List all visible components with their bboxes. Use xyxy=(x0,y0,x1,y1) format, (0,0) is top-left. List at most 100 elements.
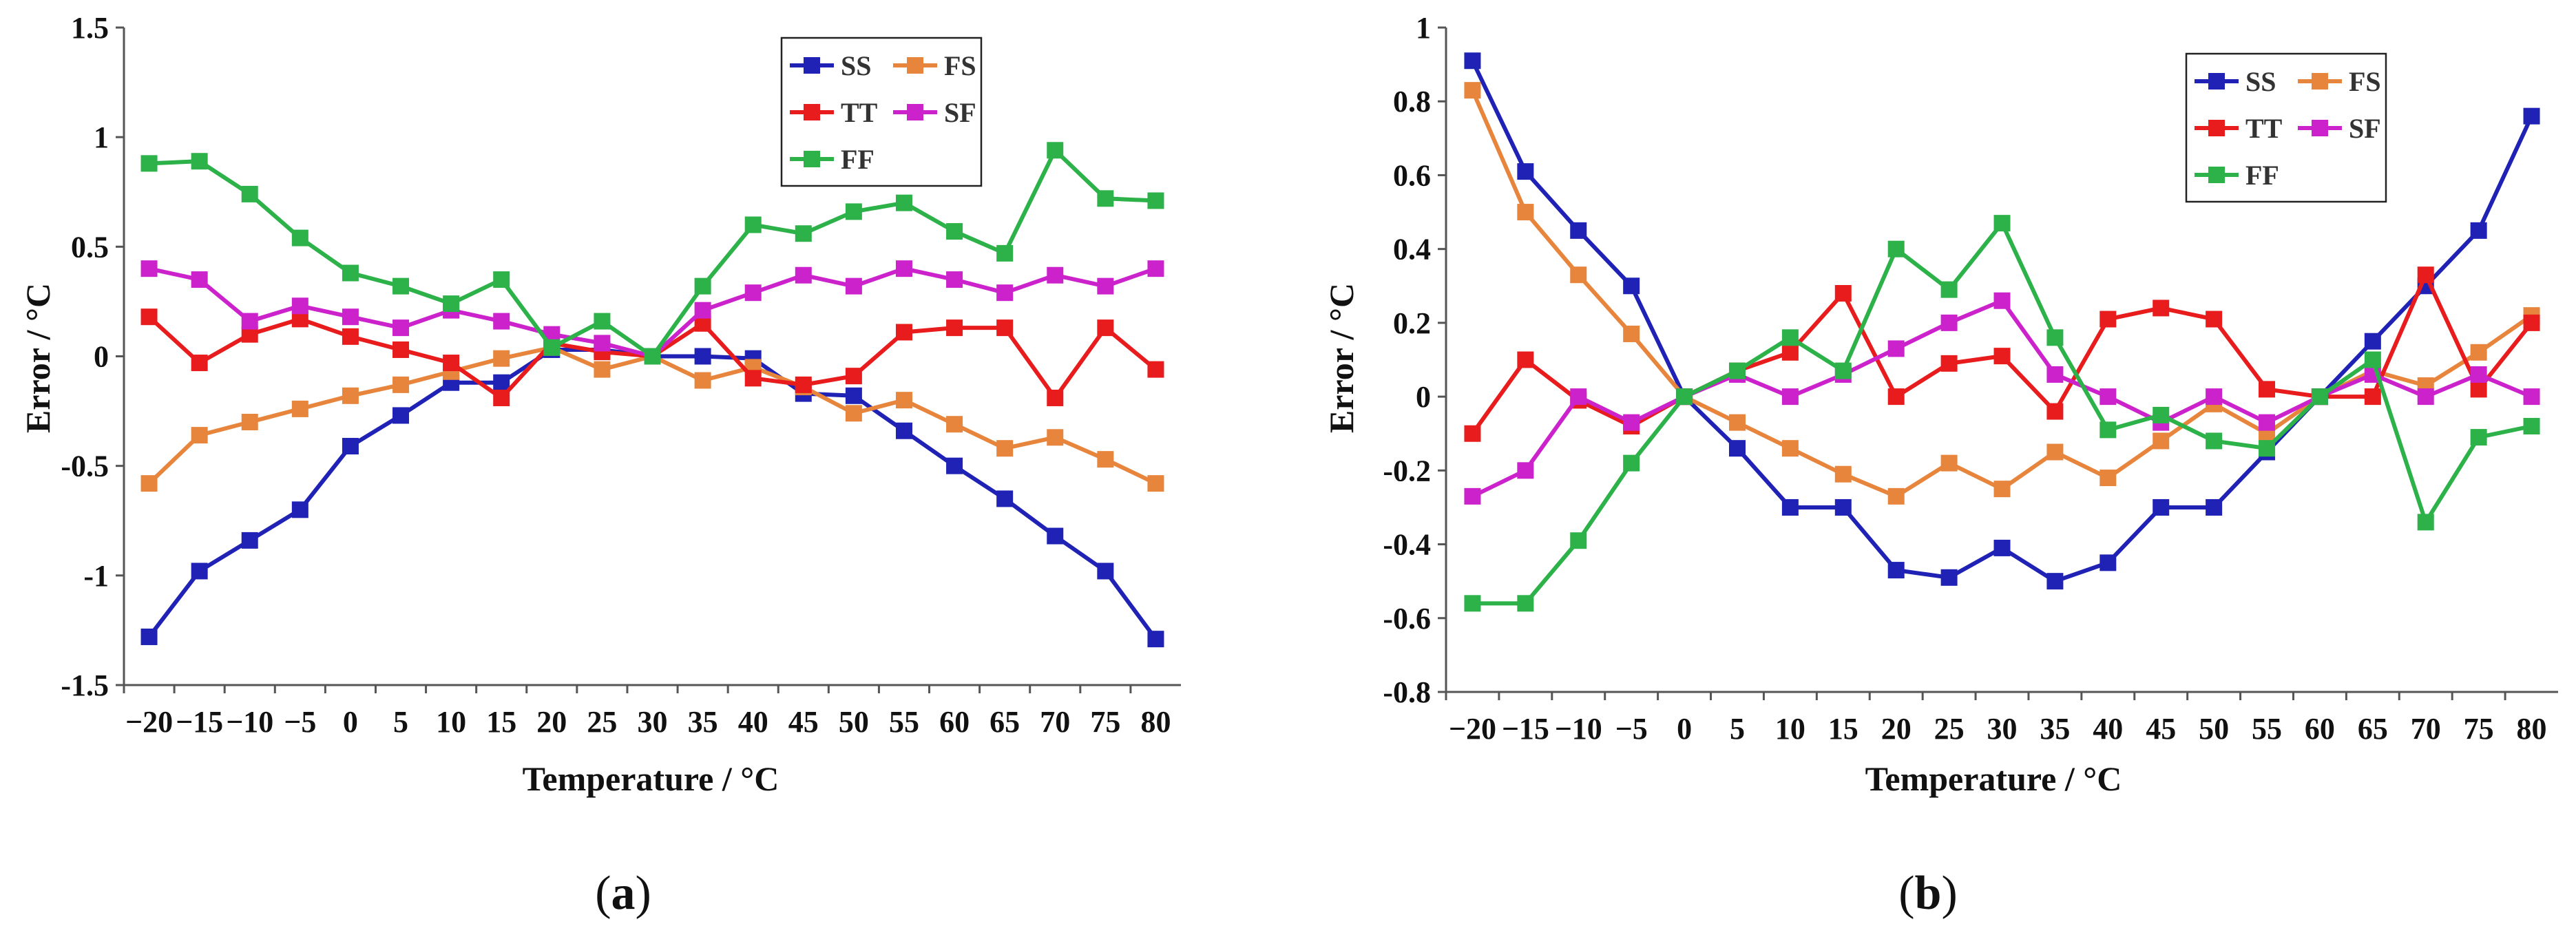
data-point-tt xyxy=(2417,266,2434,284)
x-tick-label: 45 xyxy=(2146,712,2176,746)
data-point-fs xyxy=(845,405,862,422)
data-point-fs xyxy=(1147,475,1164,492)
data-point-fs xyxy=(241,414,258,430)
legend-item-fs: FS xyxy=(2298,66,2381,97)
series-tt xyxy=(1464,266,2540,442)
legend-label: FS xyxy=(2349,66,2381,97)
data-point-fs xyxy=(1464,82,1481,99)
data-point-ss xyxy=(1728,440,1746,457)
data-point-sf xyxy=(996,284,1014,302)
y-tick-label: -0.5 xyxy=(61,450,109,483)
legend-item-fs: FS xyxy=(893,50,976,81)
data-point-tt xyxy=(845,368,862,385)
data-point-tt xyxy=(2099,311,2117,328)
data-point-ss xyxy=(1047,527,1064,545)
data-point-sf xyxy=(795,266,812,284)
data-point-ff xyxy=(392,277,410,295)
data-point-sf xyxy=(1097,277,1114,295)
x-tick-label: 5 xyxy=(1730,712,1745,746)
x-tick-label: 30 xyxy=(1987,712,2018,746)
x-tick-label: 5 xyxy=(393,705,408,739)
data-point-ss xyxy=(2046,573,2064,590)
data-point-sf xyxy=(2417,388,2434,406)
data-point-ss xyxy=(291,501,308,518)
data-point-sf xyxy=(2470,366,2487,383)
data-point-ff xyxy=(1147,192,1164,209)
data-point-fs xyxy=(1728,414,1746,431)
data-point-fs xyxy=(1097,451,1114,468)
legend-label: TT xyxy=(841,97,878,128)
data-point-ff xyxy=(946,223,963,240)
data-point-fs xyxy=(2046,443,2064,461)
data-point-sf xyxy=(1993,292,2011,309)
data-point-ff xyxy=(443,295,460,313)
data-point-ss xyxy=(493,374,510,391)
data-point-ff xyxy=(795,225,812,242)
data-point-fs xyxy=(392,376,410,393)
data-point-ff xyxy=(493,271,510,288)
data-point-fs xyxy=(694,372,711,389)
series-ff xyxy=(140,142,1164,365)
data-point-ff xyxy=(1097,190,1114,207)
x-tick-label: 80 xyxy=(2517,712,2547,746)
data-point-ff xyxy=(2364,351,2381,368)
plot-layer-a: -1.5 -1 -0.5 0 0.5 1 1.5 −20 −15 −10 −5 0 5 10 15 20 25 3… xyxy=(61,11,1181,739)
y-tick-label: 1 xyxy=(94,120,109,154)
data-point-sf xyxy=(1781,388,1799,406)
chart-panel-b: -0.8 -0.6 -0.4 -0.2 0 0.2 0.4 0.6 0.8 1 −20 −15 −10−… xyxy=(1312,0,2576,920)
data-point-ss xyxy=(1464,52,1481,70)
data-point-ss xyxy=(2523,107,2540,125)
legend-label: SF xyxy=(2349,113,2381,144)
data-point-sf xyxy=(845,277,862,295)
panel-label-b: (b) xyxy=(1898,867,1958,920)
chart-area-a xyxy=(0,0,1195,816)
y-tick-label: -0.2 xyxy=(1383,454,1431,487)
y-tick-label: -1 xyxy=(83,559,109,593)
x-tick-label: 25 xyxy=(1934,712,1965,746)
data-point-tt xyxy=(1517,351,1534,368)
data-point-ff xyxy=(191,153,208,170)
x-tick-label: 50 xyxy=(839,705,869,739)
data-point-fs xyxy=(1047,429,1064,446)
y-axis-title-b: Error / °C xyxy=(1322,283,1361,433)
data-point-ss xyxy=(1570,222,1587,239)
series-ff xyxy=(1464,215,2540,612)
x-tick-label: 70 xyxy=(2411,712,2441,746)
data-point-ff xyxy=(1623,454,1640,472)
data-point-sf xyxy=(191,271,208,288)
data-point-sf xyxy=(744,284,762,302)
data-point-sf xyxy=(140,260,158,277)
data-point-ff xyxy=(2153,406,2170,423)
data-point-sf xyxy=(392,319,410,337)
data-point-tt xyxy=(2364,388,2381,406)
data-point-tt xyxy=(996,319,1014,337)
legend-label: FS xyxy=(944,50,976,81)
x-tick-label: 10 xyxy=(1775,712,1805,746)
legend-item-tt: TT xyxy=(790,97,878,128)
data-point-tt xyxy=(1097,319,1114,337)
data-point-ff xyxy=(1887,240,1905,257)
x-tick-label: 20 xyxy=(1881,712,1912,746)
data-point-ff xyxy=(2099,421,2117,439)
y-tick-label: 0.8 xyxy=(1393,85,1431,118)
data-point-sf xyxy=(1940,314,1958,331)
data-point-sf xyxy=(1147,260,1164,277)
legend-swatch-marker xyxy=(2208,167,2225,183)
data-point-fs xyxy=(1570,266,1587,284)
legend-swatch-marker xyxy=(907,57,923,74)
x-tick-label: 25 xyxy=(587,705,617,739)
data-point-fs xyxy=(191,427,208,444)
x-tick-label: 15 xyxy=(486,705,516,739)
data-point-fs xyxy=(2099,470,2117,487)
data-point-fs xyxy=(1993,481,2011,498)
x-tick-label: 75 xyxy=(2464,712,2494,746)
x-tick-label: −10 xyxy=(1555,712,1602,746)
x-tick-label: 55 xyxy=(889,705,919,739)
data-point-ss xyxy=(1887,562,1905,579)
legend-swatch-marker xyxy=(2312,73,2328,90)
data-point-ss xyxy=(392,407,410,424)
data-point-tt xyxy=(493,389,510,406)
panel-letter-b: b xyxy=(1915,867,1942,920)
data-point-fs xyxy=(946,416,963,433)
data-point-tt xyxy=(342,328,359,345)
